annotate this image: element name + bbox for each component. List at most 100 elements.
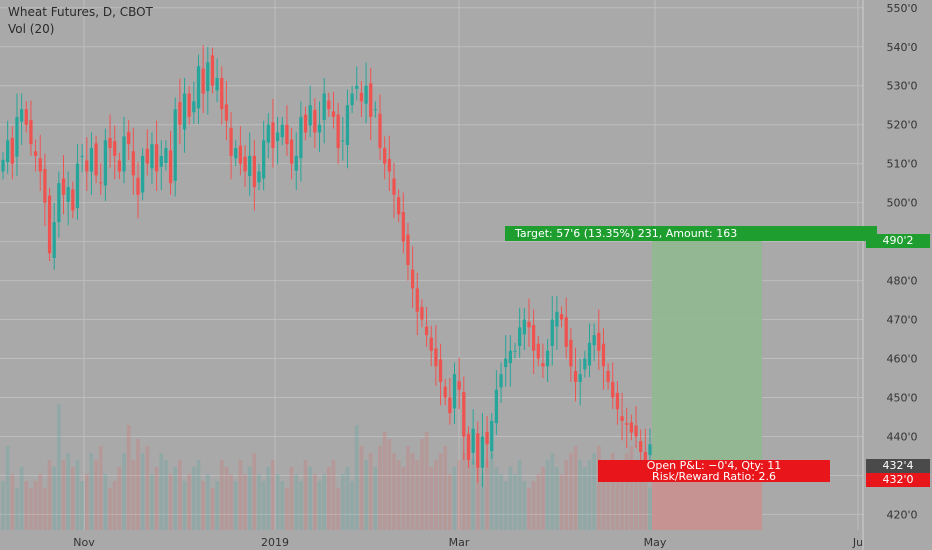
candle-body [401,212,405,242]
volume-bar [215,481,219,530]
volume-bar [559,474,564,530]
volume-bar [205,474,210,530]
volume-bar [154,467,159,530]
volume-bar [592,453,597,530]
volume-bar [350,481,354,530]
candle-body [1,159,5,172]
volume-bar [601,460,606,530]
candle-body [545,350,550,367]
volume-bars [1,404,652,530]
volume-bar [550,453,555,530]
volume-bar [294,474,299,530]
candle-body [15,116,19,157]
candle-body [103,140,108,186]
volume-bar [5,446,10,530]
candle-body [634,425,638,437]
y-tick-label: 540'0 [886,41,917,54]
volume-bar [261,481,266,530]
volume-bar [485,460,489,530]
candle-body [187,93,191,117]
candle-body [504,358,508,368]
volume-bar [313,474,317,530]
volume-bar [629,446,634,530]
volume-bar [461,453,466,530]
candle-body [448,397,452,414]
candle-body [564,317,568,347]
volume-bar [159,453,164,530]
candle-body [485,431,489,445]
candle-body [122,136,126,172]
candle-body [52,222,56,258]
candle-body [145,148,149,164]
candle-body [639,441,643,453]
candle-body [443,386,447,398]
volume-bar [168,474,173,530]
volume-bar [564,460,569,530]
volume-bar [406,446,410,530]
candle-body [513,350,517,352]
stop-price-tag: 432'0 [866,473,930,487]
candle-body [611,381,615,398]
volume-bar [112,481,117,530]
candle-body [229,127,233,156]
candle-body [308,105,312,126]
candle-body [355,85,359,89]
candle-body [559,314,564,320]
candle-body [490,420,494,452]
volume-bar [582,467,587,530]
candle-body [252,155,256,188]
volume-bar [378,446,382,530]
y-tick-label: 450'0 [886,392,917,405]
candle-body [299,116,303,159]
candle-body [643,452,647,460]
candle-body [601,343,606,367]
volume-bar [224,467,229,530]
candle-body [438,359,443,382]
volume-bar [178,460,182,530]
volume-bar [196,460,201,530]
candle-body [220,77,224,110]
y-tick-label: 500'0 [886,197,917,210]
candle-body [57,183,61,223]
volume-bar [219,460,224,530]
candle-body [47,195,52,254]
candle-body [555,311,559,327]
candle-body [499,374,503,388]
volume-bar [596,446,601,530]
volume-bar [452,467,457,530]
candle-body [648,444,652,456]
y-tick-label: 530'0 [886,80,917,93]
candle-body [33,151,38,156]
x-tick-label: Mar [449,536,470,549]
volume-bar [615,460,620,530]
target-price-tag: 490'2 [866,234,930,248]
candle-body [80,155,84,157]
candle-body [331,111,336,117]
candle-body [583,358,587,370]
candle-body [341,140,345,142]
volume-bar [517,460,522,530]
candle-body [415,288,419,312]
volume-bar [52,467,57,530]
candle-body [24,109,28,125]
candle-body [89,148,94,172]
candle-body [173,109,177,181]
volume-bar [136,439,140,530]
volume-bar [122,453,126,530]
candle-body [94,143,98,176]
volume-bar [322,474,327,530]
volume-bar [606,467,610,530]
volume-bar [233,481,238,530]
current-price-tag: 432'4 [866,459,930,473]
candle-body [522,319,526,335]
volume-bar [336,488,340,530]
volume-bar [103,474,108,530]
target-badge[interactable]: Target: 57'6 (13.35%) 231, Amount: 163 [505,226,877,241]
volume-bar [541,467,545,530]
volume-bar [98,446,103,530]
stop-badge[interactable]: Open P&L: −0'4, Qty: 11 Risk/Reward Rati… [598,460,830,482]
candle-body [364,85,368,104]
candle-body [136,177,140,195]
candle-body [518,327,522,347]
volume-bar [182,481,187,530]
